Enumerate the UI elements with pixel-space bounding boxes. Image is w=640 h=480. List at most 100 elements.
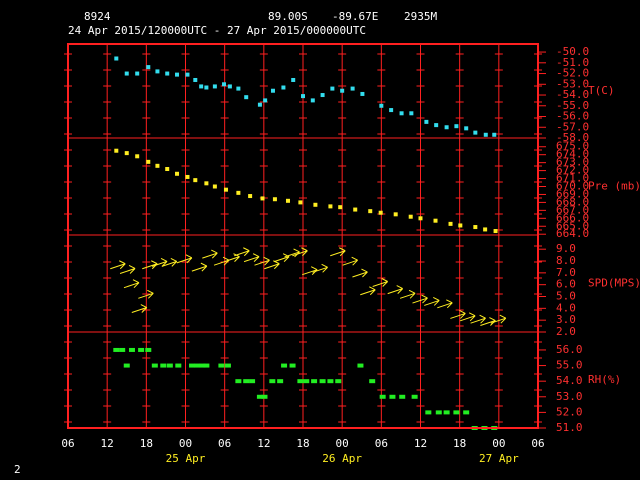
point [175, 72, 180, 77]
point [260, 196, 265, 201]
y-tick-label: -58.0 [556, 131, 589, 144]
y-tick-label: -50.0 [556, 45, 589, 58]
point [194, 363, 201, 368]
point [418, 216, 423, 221]
point [212, 84, 217, 89]
point [379, 103, 384, 108]
y-tick-label: -57.0 [556, 120, 589, 133]
point [138, 347, 145, 352]
wind-arrow [191, 262, 208, 272]
wind-arrow [273, 253, 290, 263]
wind-arrow [176, 254, 193, 264]
y-tick-label: 51.0 [556, 421, 583, 434]
point [235, 379, 242, 384]
point [492, 132, 497, 137]
x-tick-label: 06 [531, 437, 544, 450]
point [319, 379, 326, 384]
point [313, 202, 318, 207]
point [338, 205, 343, 210]
x-tick-label: 00 [492, 437, 505, 450]
grid-cross [416, 44, 425, 428]
wind-arrow [312, 263, 328, 273]
y-tick-label: 664.0 [556, 227, 589, 240]
point [222, 82, 227, 87]
point [369, 379, 376, 384]
wind-arrow [459, 312, 476, 322]
point [175, 363, 182, 368]
point [128, 347, 135, 352]
wind-arrow [284, 248, 300, 258]
point [119, 347, 126, 352]
y-axis-label: Pre (mb) [588, 180, 640, 193]
point [203, 363, 210, 368]
wind-arrow [330, 247, 346, 257]
y-tick-label: 6.0 [556, 278, 576, 291]
wind-arrow [234, 247, 250, 257]
point [443, 410, 450, 415]
point [483, 227, 488, 232]
y-tick-label: 665.0 [556, 219, 589, 232]
x-tick-label: 00 [336, 437, 349, 450]
point [378, 210, 383, 215]
point [155, 163, 160, 168]
wind-arrow [399, 289, 416, 299]
y-tick-label: 9.0 [556, 242, 576, 255]
wind-arrow [302, 266, 318, 276]
point [458, 223, 463, 228]
wind-arrow [292, 247, 308, 257]
point [335, 379, 342, 384]
wind-arrow [424, 296, 440, 306]
elevation: 2935M [404, 10, 437, 23]
date-label: 26 Apr [322, 452, 362, 465]
y-tick-label: 56.0 [556, 343, 583, 356]
y-tick-label: 8.0 [556, 254, 576, 267]
point [114, 56, 119, 61]
grid-cross [259, 44, 268, 428]
point [328, 204, 333, 209]
point [330, 86, 335, 91]
y-tick-label: 670.0 [556, 180, 589, 193]
station-id: 8924 [84, 10, 111, 23]
point [434, 123, 439, 128]
point [166, 363, 173, 368]
point [145, 347, 152, 352]
grid-cross [181, 44, 190, 428]
point [320, 93, 325, 98]
point [425, 410, 432, 415]
y-tick-label: 2.0 [556, 325, 576, 338]
wind-arrow [161, 257, 178, 267]
wind-arrow [342, 256, 359, 266]
wind-arrow [131, 304, 148, 313]
point [227, 84, 232, 89]
y-tick-label: 52.0 [556, 405, 583, 418]
point [165, 71, 170, 76]
wind-arrow [480, 317, 496, 327]
wind-arrow [123, 279, 140, 289]
x-tick-label: 18 [140, 437, 153, 450]
x-tick-label: 12 [414, 437, 427, 450]
y-tick-label: -53.0 [556, 77, 589, 90]
point [493, 229, 498, 234]
point [257, 102, 262, 107]
y-axis-label: T(C) [588, 84, 615, 97]
point [175, 171, 180, 176]
point [146, 159, 151, 164]
grid-cross [299, 44, 307, 428]
wind-arrow [372, 278, 389, 287]
point [424, 119, 429, 124]
x-tick-label: 12 [101, 437, 114, 450]
point [483, 132, 488, 137]
point [244, 95, 249, 100]
grid-cross [103, 44, 112, 428]
page-number: 2 [14, 463, 21, 476]
point [463, 410, 470, 415]
point [272, 197, 277, 202]
wind-arrow [387, 285, 404, 295]
wind-arrow [202, 249, 218, 259]
point [411, 394, 418, 399]
period: 24 Apr 2015/120000UTC - 27 Apr 2015/0000… [68, 24, 366, 37]
point [454, 124, 459, 129]
point [281, 85, 286, 90]
plot-frame [67, 43, 539, 429]
